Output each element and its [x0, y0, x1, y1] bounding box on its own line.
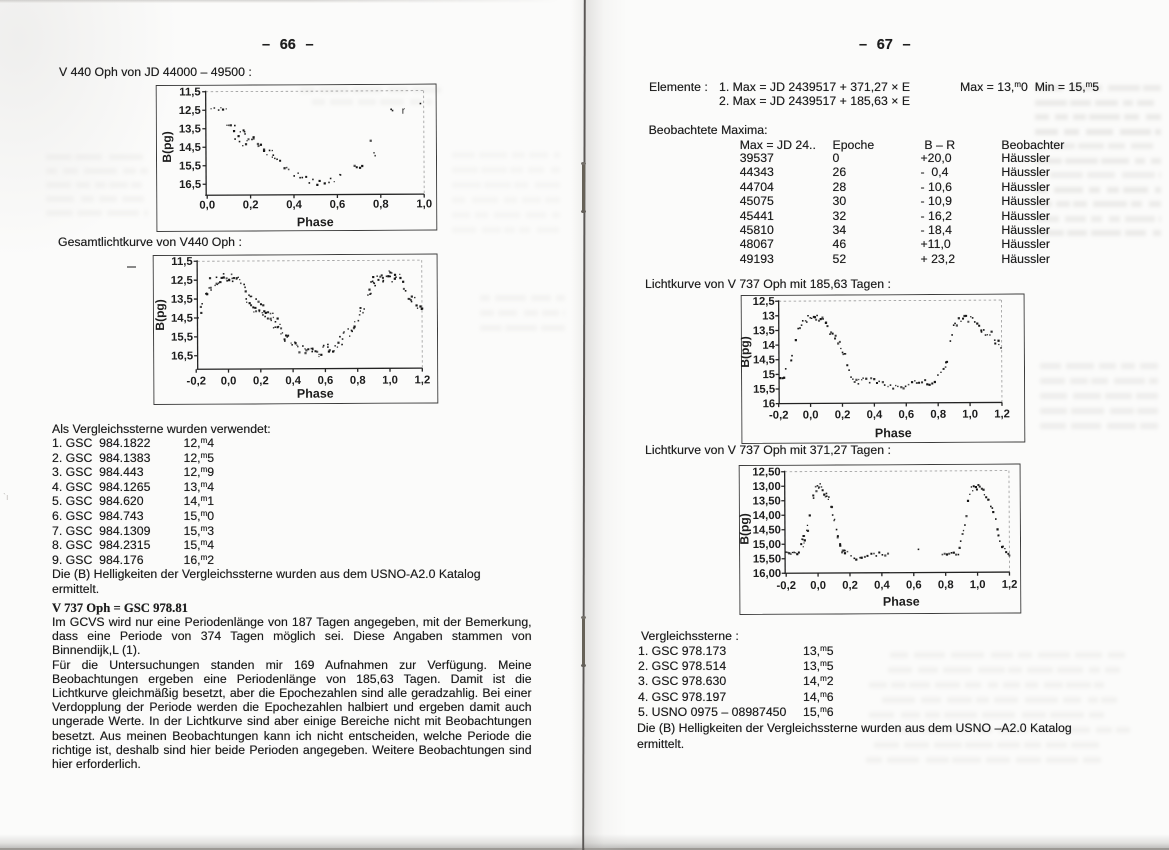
svg-text:0,2: 0,2 [243, 199, 259, 211]
svg-text:-0,2: -0,2 [776, 580, 796, 592]
svg-text:0,8: 0,8 [930, 409, 946, 421]
svg-text:0,4: 0,4 [285, 375, 301, 387]
svg-text:Phase: Phase [883, 595, 920, 609]
svg-text:0,4: 0,4 [874, 580, 890, 592]
svg-text:13,00: 13,00 [752, 481, 780, 493]
svg-text:12,5: 12,5 [753, 296, 775, 308]
svg-text:1,2: 1,2 [1002, 579, 1018, 591]
svg-text:16: 16 [763, 398, 776, 410]
svg-text:0,2: 0,2 [842, 580, 858, 592]
svg-text:0,8: 0,8 [373, 199, 389, 211]
svg-text:13,5: 13,5 [753, 325, 775, 337]
svg-text:16,00: 16,00 [753, 568, 781, 580]
svg-text:0,6: 0,6 [318, 375, 334, 387]
svg-text:0,8: 0,8 [350, 375, 366, 387]
svg-text:13,50: 13,50 [752, 495, 780, 507]
svg-text:15,5: 15,5 [179, 160, 201, 172]
svg-text:0,0: 0,0 [803, 409, 819, 421]
svg-text:16,5: 16,5 [179, 179, 201, 191]
svg-text:1,2: 1,2 [994, 408, 1010, 420]
svg-text:0,6: 0,6 [330, 199, 346, 211]
svg-text:Phase: Phase [875, 426, 912, 440]
svg-text:0,4: 0,4 [867, 409, 883, 421]
svg-text:15: 15 [762, 369, 775, 381]
svg-text:B(pg): B(pg) [739, 513, 752, 544]
svg-text:1,0: 1,0 [962, 409, 978, 421]
svg-text:1,0: 1,0 [416, 198, 432, 210]
svg-text:12,50: 12,50 [752, 466, 780, 478]
svg-text:14,5: 14,5 [179, 142, 201, 154]
svg-text:r: r [402, 106, 406, 117]
svg-text:15,5: 15,5 [753, 384, 775, 396]
svg-text:0,6: 0,6 [906, 579, 922, 591]
svg-text:Phase: Phase [297, 387, 334, 401]
svg-text:15,5: 15,5 [171, 331, 193, 343]
svg-text:0,0: 0,0 [221, 375, 237, 387]
svg-text:11,5: 11,5 [171, 256, 192, 268]
svg-text:1,0: 1,0 [382, 375, 398, 387]
svg-text:12,5: 12,5 [179, 105, 201, 117]
svg-text:B(pg): B(pg) [741, 336, 752, 367]
svg-text:0,6: 0,6 [898, 409, 914, 421]
svg-text:13: 13 [762, 310, 775, 322]
svg-text:1,2: 1,2 [414, 374, 430, 386]
svg-text:-0,2: -0,2 [769, 410, 789, 422]
svg-text:1,0: 1,0 [970, 579, 986, 591]
svg-text:11,5: 11,5 [179, 86, 200, 98]
svg-text:Phase: Phase [297, 215, 334, 229]
svg-text:14: 14 [762, 340, 775, 352]
svg-text:13,5: 13,5 [179, 123, 201, 135]
svg-text:14,50: 14,50 [753, 524, 781, 536]
svg-text:12,5: 12,5 [171, 275, 193, 287]
svg-text:14,5: 14,5 [753, 354, 775, 366]
svg-text:15,50: 15,50 [753, 553, 781, 565]
svg-text:16,5: 16,5 [171, 350, 193, 362]
svg-text:B(pg): B(pg) [160, 131, 174, 162]
svg-text:0,4: 0,4 [286, 199, 302, 211]
svg-text:0,2: 0,2 [835, 409, 851, 421]
svg-text:0,2: 0,2 [253, 375, 269, 387]
svg-text:-0,2: -0,2 [187, 376, 207, 388]
svg-text:B(pg): B(pg) [153, 299, 167, 330]
svg-text:0,0: 0,0 [810, 580, 826, 592]
svg-text:13,5: 13,5 [171, 294, 193, 306]
svg-text:14,5: 14,5 [171, 313, 193, 325]
svg-text:0,0: 0,0 [199, 199, 215, 211]
svg-text:15,00: 15,00 [753, 539, 781, 551]
svg-text:0,8: 0,8 [938, 579, 954, 591]
svg-text:14,00: 14,00 [753, 510, 781, 522]
